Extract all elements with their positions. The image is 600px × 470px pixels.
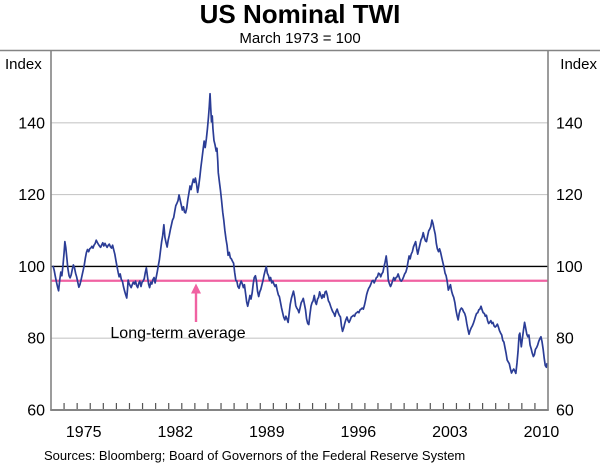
y-axis-label-left-100: 100 <box>18 259 45 276</box>
y-axis-label-left-140: 140 <box>18 115 45 132</box>
y-axis-label-left-80: 80 <box>27 331 45 348</box>
y-axis-label-right-140: 140 <box>556 115 583 132</box>
y-axis-unit-left: Index <box>5 56 42 73</box>
annotation-label: Long-term average <box>110 325 245 342</box>
chart-title: US Nominal TWI <box>200 0 401 29</box>
annotation-arrow-up-icon <box>191 283 201 322</box>
x-axis-label-1982: 1982 <box>157 424 193 441</box>
twi-series-line <box>52 92 548 375</box>
y-axis-label-right-60: 60 <box>556 403 574 420</box>
x-axis-labels: 1975 1982 1989 1996 2003 2010 <box>66 424 559 441</box>
x-axis-label-1989: 1989 <box>249 424 285 441</box>
y-axis-label-right-100: 100 <box>556 259 583 276</box>
x-axis-label-2010: 2010 <box>524 424 560 441</box>
annotation-long-term-average: Long-term average <box>110 283 246 342</box>
y-axis-label-right-120: 120 <box>556 187 583 204</box>
chart-subtitle: March 1973 = 100 <box>239 30 360 47</box>
y-axis-unit-right: Index <box>560 56 597 73</box>
y-axis-label-left-120: 120 <box>18 187 45 204</box>
y-axis-label-left-60: 60 <box>27 403 45 420</box>
gridlines <box>51 122 548 339</box>
x-axis-label-2003: 2003 <box>432 424 468 441</box>
y-axis-labels-left: 60 80 100 120 140 <box>18 115 45 419</box>
source-note: Sources: Bloomberg; Board of Governors o… <box>44 448 465 463</box>
x-axis-label-1996: 1996 <box>341 424 377 441</box>
plot-frame <box>50 51 549 411</box>
x-axis-label-1975: 1975 <box>66 424 102 441</box>
x-axis-ticks <box>63 403 536 410</box>
y-axis-label-right-80: 80 <box>556 331 574 348</box>
y-axis-labels-right: 60 80 100 120 140 <box>556 115 583 419</box>
